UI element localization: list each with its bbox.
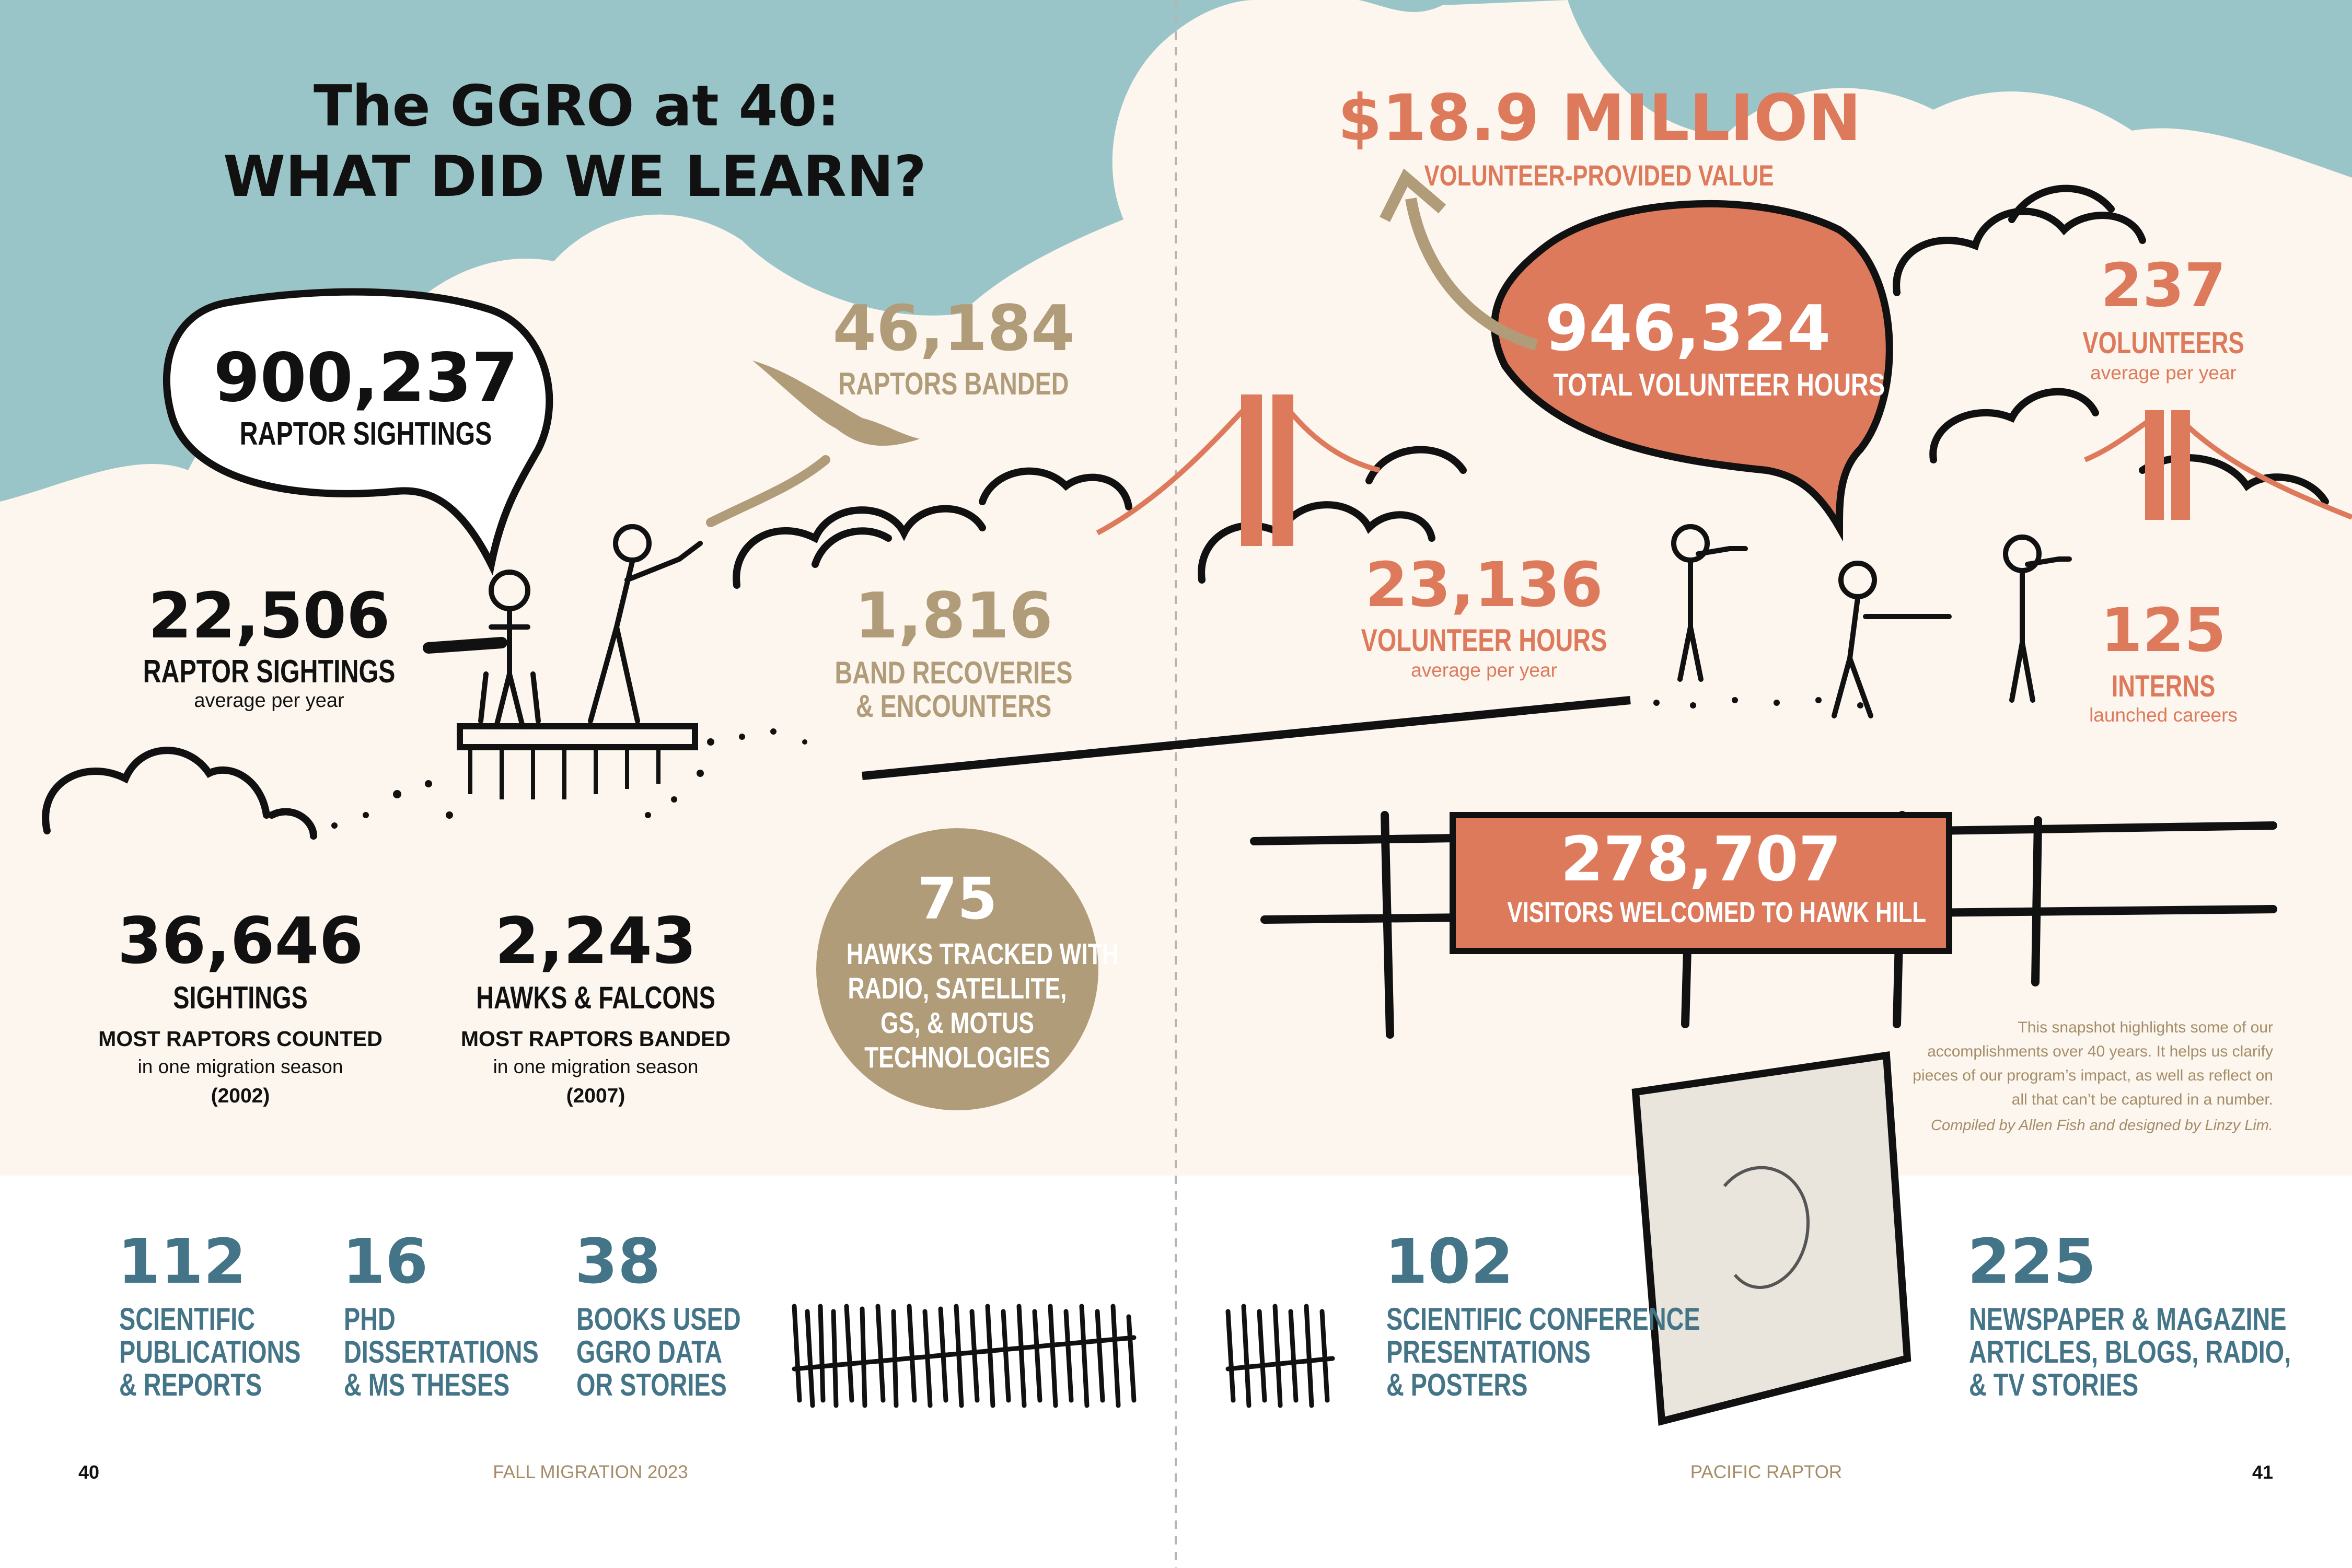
tracked-value: 75 xyxy=(917,865,998,932)
presentations-line1: SCIENTIFIC CONFERENCE xyxy=(1386,1302,1700,1337)
presentations-line2: PRESENTATIONS xyxy=(1386,1334,1591,1369)
sketch-paper xyxy=(1631,1051,1911,1426)
total-sightings-label: RAPTOR SIGHTINGS xyxy=(239,416,492,452)
volunteers-value: 237 xyxy=(2100,251,2227,321)
most-counted-sub: in one migration season xyxy=(137,1056,343,1077)
total-sightings-value: 900,237 xyxy=(213,339,518,417)
total-hours-value: 946,324 xyxy=(1545,293,1831,365)
visitors-banner xyxy=(1450,812,1952,954)
books-line3: OR STORIES xyxy=(576,1367,727,1402)
media-line1: NEWSPAPER & MAGAZINE xyxy=(1969,1302,2287,1337)
publication-right: PACIFIC RAPTOR xyxy=(1690,1462,1843,1482)
interns-value: 125 xyxy=(2100,596,2227,666)
recoveries-label1: BAND RECOVERIES xyxy=(835,655,1073,690)
tracked-line3: GS, & MOTUS xyxy=(880,1006,1034,1040)
page-title-line2: WHAT DID WE LEARN? xyxy=(223,144,926,210)
avg-sightings-sub: average per year xyxy=(194,690,344,712)
recoveries-value: 1,816 xyxy=(854,580,1053,653)
avg-hours-value: 23,136 xyxy=(1365,549,1603,621)
books-line1: BOOKS USED xyxy=(576,1302,741,1337)
page-title-line1: The GGRO at 40: xyxy=(314,74,840,139)
avg-hours-label: VOLUNTEER HOURS xyxy=(1361,623,1607,658)
most-banded-label: HAWKS & FALCONS xyxy=(476,980,715,1015)
most-banded-sub: in one migration season xyxy=(493,1056,699,1077)
total-hours-label: TOTAL VOLUNTEER HOURS xyxy=(1553,367,1885,402)
publications-value: 112 xyxy=(118,1225,247,1297)
dissertations-line3: & MS THESES xyxy=(344,1367,510,1402)
note-credit: Compiled by Allen Fish and designed by L… xyxy=(1931,1117,2273,1134)
tracked-line2: RADIO, SATELLITE, xyxy=(848,972,1067,1005)
dissertations-line2: DISSERTATIONS xyxy=(344,1334,539,1369)
tracked-circle xyxy=(816,828,1098,1110)
presentations-value: 102 xyxy=(1385,1225,1514,1297)
publication-left: FALL MIGRATION 2023 xyxy=(493,1462,688,1482)
most-counted-value: 36,646 xyxy=(117,904,364,978)
most-counted-title: MOST RAPTORS COUNTED xyxy=(98,1027,383,1051)
books-line2: GGRO DATA xyxy=(576,1334,723,1369)
volunteer-value-usd: $18.9 MILLION xyxy=(1338,81,1861,155)
publications-line1: SCIENTIFIC xyxy=(119,1302,256,1337)
media-line2: ARTICLES, BLOGS, RADIO, xyxy=(1969,1334,2291,1369)
recoveries-label2: & ENCOUNTERS xyxy=(855,689,1052,724)
visitors-value: 278,707 xyxy=(1560,823,1841,895)
dissertations-value: 16 xyxy=(342,1225,428,1297)
tracked-line4: TECHNOLOGIES xyxy=(864,1041,1050,1074)
note-line3: pieces of our program’s impact, as well … xyxy=(1913,1067,2273,1084)
volunteers-label: VOLUNTEERS xyxy=(2082,326,2244,360)
publications-line3: & REPORTS xyxy=(119,1367,262,1402)
avg-sightings-label: RAPTOR SIGHTINGS xyxy=(143,654,396,690)
interns-sub: launched careers xyxy=(2089,704,2238,726)
most-banded-title: MOST RAPTORS BANDED xyxy=(460,1027,731,1051)
most-banded-value: 2,243 xyxy=(495,904,697,978)
publications-line2: PUBLICATIONS xyxy=(119,1334,301,1369)
most-counted-year: (2002) xyxy=(211,1085,270,1107)
interns-label: INTERNS xyxy=(2111,669,2216,703)
speech-bubble xyxy=(163,288,553,576)
page-number-left: 40 xyxy=(78,1461,100,1483)
books-value: 38 xyxy=(575,1225,661,1297)
media-value: 225 xyxy=(1967,1225,2096,1297)
visitors-label: VISITORS WELCOMED TO HAWK HILL xyxy=(1507,896,1927,928)
note-line4: all that can’t be captured in a number. xyxy=(2011,1091,2273,1108)
banded-value: 46,184 xyxy=(832,293,1075,365)
media-line3: & TV STORIES xyxy=(1969,1367,2139,1402)
volunteers-sub: average per year xyxy=(2090,362,2237,384)
avg-sightings-value: 22,506 xyxy=(148,580,390,653)
coral-bubble xyxy=(1490,200,1893,542)
note-line1: This snapshot highlights some of our xyxy=(2018,1019,2273,1036)
dissertations-line1: PHD xyxy=(344,1302,396,1337)
note-line2: accomplishments over 40 years. It helps … xyxy=(1927,1043,2273,1060)
most-counted-label: SIGHTINGS xyxy=(173,980,308,1015)
avg-hours-sub: average per year xyxy=(1411,659,1557,681)
tracked-line1: HAWKS TRACKED WITH xyxy=(846,937,1119,971)
page-number-right: 41 xyxy=(2252,1461,2273,1483)
presentations-line3: & POSTERS xyxy=(1386,1367,1528,1402)
banded-label: RAPTORS BANDED xyxy=(838,366,1069,401)
volunteer-value-label: VOLUNTEER-PROVIDED VALUE xyxy=(1424,159,1774,192)
most-banded-year: (2007) xyxy=(566,1085,625,1107)
